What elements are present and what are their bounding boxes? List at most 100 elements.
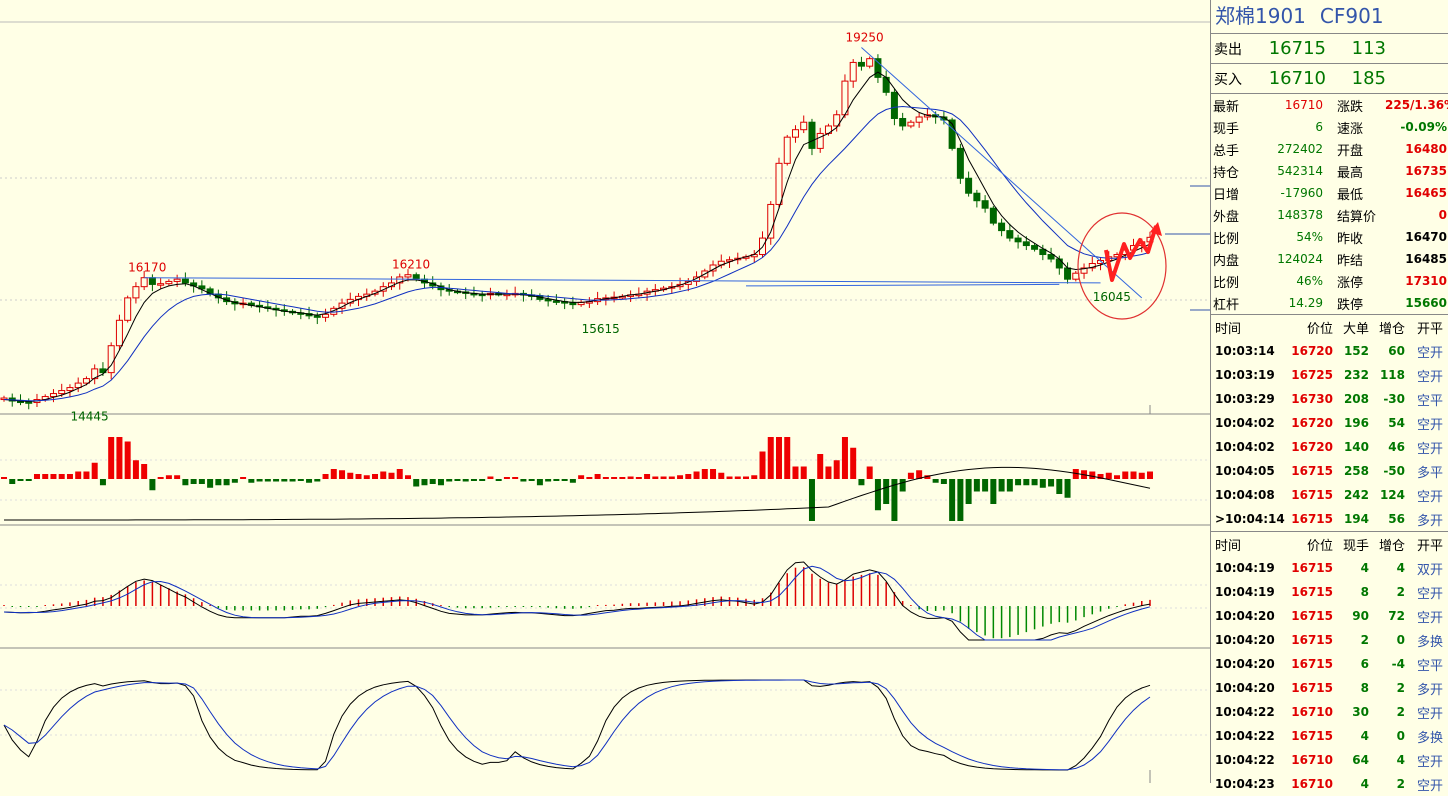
volume-bar: [75, 471, 82, 479]
big-trade-type: 空开: [1416, 489, 1443, 505]
quote-row: 最新 16710 涨跌 225/1.36%: [1211, 94, 1448, 116]
buy-price: 16710: [1268, 68, 1326, 89]
volume-bar: [685, 474, 692, 479]
volume-bar: [982, 479, 989, 492]
big-trade-row[interactable]: 10:03:19 16725 232 118 空开: [1211, 363, 1448, 387]
quote-value: -0.09%: [1400, 120, 1447, 134]
tick-row[interactable]: 10:04:22 16710 30 2 空开: [1211, 700, 1448, 724]
big-trade-row[interactable]: 10:04:08 16715 242 124 空开: [1211, 483, 1448, 507]
volume-bar: [347, 472, 354, 479]
tick-price: 16710: [1291, 705, 1333, 719]
big-trade-row[interactable]: 10:04:05 16715 258 -50 多平: [1211, 459, 1448, 483]
volume-bar: [1039, 479, 1046, 488]
sell-volume: 113: [1351, 38, 1386, 59]
volume-bar: [355, 474, 362, 479]
quote-key: 外盘: [1213, 209, 1240, 225]
big-trade-row[interactable]: 10:04:02 16720 196 54 空开: [1211, 411, 1448, 435]
volume-bar: [1031, 479, 1038, 486]
tick-time: 10:04:19: [1215, 561, 1275, 575]
volume-bar: [718, 472, 725, 479]
volume-bar: [710, 469, 717, 479]
volume-bar: [470, 479, 477, 481]
sell-row[interactable]: 卖出 16715 113: [1211, 34, 1448, 63]
tick-row[interactable]: 10:04:23 16710 4 2 空开: [1211, 772, 1448, 796]
buy-row[interactable]: 买入 16710 185: [1211, 63, 1448, 93]
tick-oi-change: 2: [1396, 681, 1405, 695]
volume-bar: [743, 476, 750, 479]
volume-bar: [273, 479, 280, 482]
big-trade-volume: 258: [1343, 464, 1369, 478]
volume-bar: [380, 471, 387, 479]
tick-row[interactable]: 10:04:20 16715 8 2 多开: [1211, 676, 1448, 700]
big-trade-time: 10:03:29: [1215, 392, 1275, 406]
volume-bar: [223, 479, 230, 486]
volume-bar: [817, 454, 824, 479]
tick-type: 空平: [1416, 658, 1443, 674]
volume-bar: [91, 462, 98, 479]
big-trade-row[interactable]: >10:04:14 16715 194 56 多开: [1211, 507, 1448, 531]
candle-body: [379, 286, 387, 292]
tick-row[interactable]: 10:04:20 16715 6 -4 空平: [1211, 652, 1448, 676]
support-line: [746, 283, 1060, 287]
tick-row[interactable]: 10:04:19 16715 4 4 双开: [1211, 556, 1448, 580]
highlight-circle: [1077, 212, 1167, 320]
tick-time: 10:04:20: [1215, 657, 1275, 671]
volume-bar: [701, 469, 708, 479]
tick-row[interactable]: 10:04:22 16710 64 4 空开: [1211, 748, 1448, 772]
tick-header-cell: 价位: [1306, 538, 1333, 554]
kd-d-line: [3, 679, 1151, 771]
candle-body: [989, 207, 997, 224]
volume-bar: [421, 479, 428, 486]
volume-bar: [677, 475, 684, 479]
big-trade-row[interactable]: 10:04:02 16720 140 46 空开: [1211, 435, 1448, 459]
volume-bar: [586, 477, 593, 479]
volume-bar: [932, 479, 939, 483]
volume-bar: [1023, 479, 1030, 486]
big-trade-oi-change: 54: [1388, 416, 1405, 430]
volume-bar: [1056, 479, 1063, 494]
tick-row[interactable]: 10:04:19 16715 8 2 空开: [1211, 580, 1448, 604]
volume-bar: [50, 474, 57, 479]
tick-row[interactable]: 10:04:22 16715 4 0 多换: [1211, 724, 1448, 748]
tick-row[interactable]: 10:04:20 16715 2 0 多换: [1211, 628, 1448, 652]
candle-body: [181, 278, 189, 284]
candle-body: [173, 278, 181, 282]
quote-side-panel: 郑棉1901 CF901 卖出 16715 113 买入 16710 185 最新…: [1210, 0, 1448, 794]
candle-body: [791, 129, 799, 138]
big-trade-row[interactable]: 10:03:14 16720 152 60 空开: [1211, 339, 1448, 363]
tick-price: 16715: [1291, 633, 1333, 647]
kline-chart-area[interactable]: 16170 16210 19250 15615 14445 16045: [0, 0, 1210, 783]
kline-chart-svg[interactable]: 16170 16210 19250 15615 14445 16045: [0, 0, 1210, 783]
big-trade-row[interactable]: 10:03:29 16730 208 -30 空平: [1211, 387, 1448, 411]
candle-body: [956, 147, 964, 179]
quote-value: 148378: [1277, 208, 1323, 222]
tick-oi-change: 4: [1396, 753, 1405, 767]
volume-bar: [553, 479, 560, 481]
volume-bar: [652, 476, 659, 479]
quote-key: 昨收: [1337, 231, 1364, 247]
volume-bar: [363, 475, 370, 479]
big-trade-price: 16715: [1291, 488, 1333, 502]
volume-bar: [561, 479, 568, 481]
volume-bar: [825, 466, 832, 479]
tick-volume: 4: [1360, 729, 1369, 743]
down-trend-line: [861, 47, 1143, 299]
volume-bar: [866, 466, 873, 479]
candle-body: [371, 290, 379, 295]
tick-type: 空开: [1416, 586, 1443, 602]
candle-body: [775, 162, 783, 205]
tick-header-cell: 时间: [1215, 538, 1242, 554]
volume-bar: [800, 466, 807, 479]
volume-bar: [429, 479, 436, 484]
candle-body: [165, 280, 173, 285]
big-trade-header-cell: 开平: [1416, 321, 1443, 337]
big-trade-type: 多开: [1416, 513, 1443, 529]
price-annotation-16210: 16210: [392, 258, 430, 272]
sell-label: 卖出: [1214, 41, 1242, 58]
big-trade-header-cell: 大单: [1342, 321, 1369, 337]
tick-row[interactable]: 10:04:20 16715 90 72 空开: [1211, 604, 1448, 628]
candle-body: [1088, 262, 1096, 269]
big-trade-type: 空开: [1416, 369, 1443, 385]
price-annotation-16045: 16045: [1093, 290, 1131, 304]
volume-bar: [256, 479, 263, 482]
